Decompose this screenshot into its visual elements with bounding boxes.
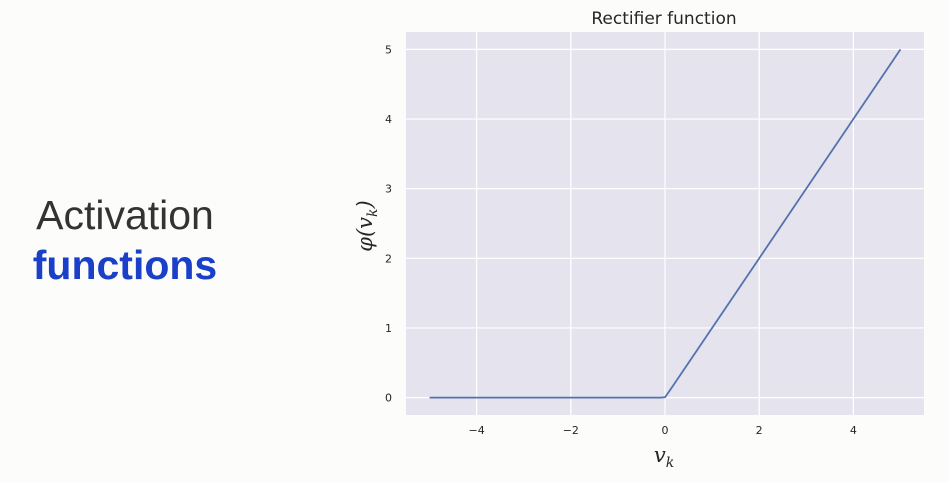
series-line [429,48,902,399]
x-tick-label: 2 [756,424,763,437]
rectifier-chart: −4 −2 0 2 4 0 1 2 3 4 5 Rectifier function vk φ(vk… [353,9,924,471]
y-tick-label: 1 [385,322,392,335]
slide-title-line1: Activation [36,192,214,238]
x-tick-label: 0 [662,424,669,437]
slide-title-line2: functions [32,242,218,288]
y-tick-label: 3 [385,183,392,196]
y-axis-label: φ(vk) [353,200,381,251]
chart-title: Rectifier function [591,9,736,29]
x-tick-label: −4 [469,424,485,437]
slide-title: Activation functions [0,190,250,290]
y-tick-label: 4 [385,113,392,126]
y-tick-label: 0 [385,392,392,405]
x-axis-label: vk [654,443,674,471]
y-tick-label: 2 [385,252,392,265]
x-tick-label: 4 [850,424,857,437]
x-tick-label: −2 [563,424,579,437]
y-tick-label: 5 [385,43,392,56]
